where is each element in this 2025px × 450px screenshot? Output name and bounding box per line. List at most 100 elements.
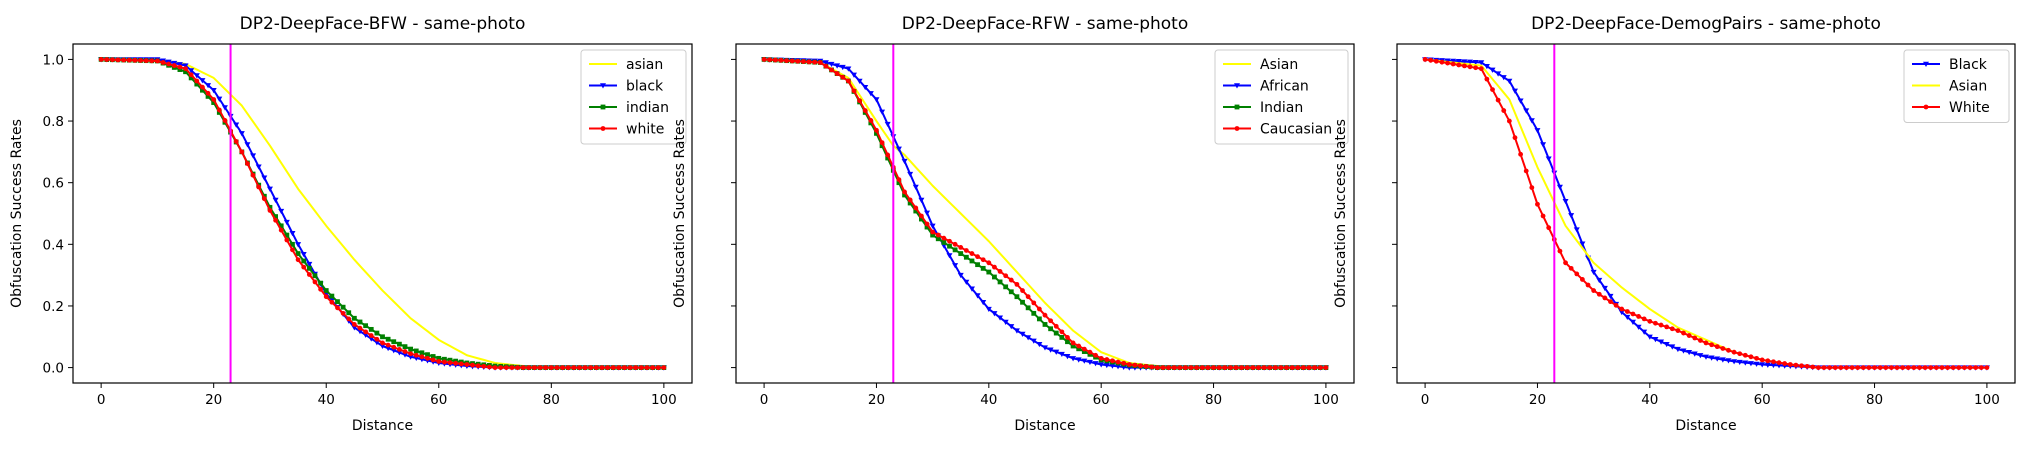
legend-marker bbox=[1923, 61, 1929, 67]
legend-marker bbox=[1234, 83, 1240, 89]
data-point bbox=[946, 253, 953, 259]
data-point bbox=[1030, 338, 1037, 344]
data-point bbox=[1984, 365, 1990, 370]
data-point bbox=[1697, 353, 1704, 359]
data-point bbox=[216, 107, 222, 113]
data-point bbox=[199, 78, 206, 84]
data-point bbox=[1765, 358, 1771, 364]
x-tick-label: 0 bbox=[97, 392, 106, 408]
data-point bbox=[267, 208, 273, 213]
data-point bbox=[290, 241, 295, 247]
data-point bbox=[194, 78, 200, 84]
data-point bbox=[1025, 335, 1032, 341]
legend-label: white bbox=[626, 122, 664, 138]
data-point bbox=[1579, 241, 1586, 247]
data-point bbox=[430, 354, 436, 359]
data-point bbox=[1306, 365, 1312, 370]
data-point bbox=[155, 58, 160, 64]
data-point bbox=[1042, 322, 1048, 327]
data-point bbox=[278, 223, 284, 229]
data-point bbox=[1501, 108, 1507, 113]
data-point bbox=[1680, 348, 1687, 354]
data-point bbox=[1166, 365, 1171, 370]
data-point bbox=[312, 279, 318, 285]
data-point bbox=[238, 131, 245, 137]
data-point bbox=[588, 365, 594, 370]
data-point bbox=[121, 57, 127, 63]
data-point bbox=[1629, 319, 1636, 325]
data-point bbox=[368, 326, 374, 332]
data-point bbox=[974, 293, 981, 299]
data-point bbox=[1545, 156, 1552, 162]
data-point bbox=[1295, 365, 1301, 370]
data-point bbox=[306, 265, 312, 271]
data-point bbox=[323, 294, 329, 300]
data-point bbox=[1697, 338, 1703, 343]
legend-marker bbox=[1234, 104, 1240, 110]
data-point bbox=[896, 177, 902, 183]
y-axis-label: Obfuscation Success Rates bbox=[9, 119, 25, 308]
data-point bbox=[856, 78, 863, 84]
y-axis-label: Obfuscation Success Rates bbox=[1333, 119, 1349, 308]
data-point bbox=[1036, 316, 1042, 322]
data-point bbox=[1535, 201, 1540, 207]
x-axis-label: Distance bbox=[1675, 418, 1736, 434]
data-point bbox=[952, 247, 958, 253]
data-point bbox=[817, 60, 823, 65]
data-point bbox=[1121, 360, 1127, 366]
series-asian bbox=[101, 58, 664, 369]
data-point bbox=[1939, 365, 1945, 370]
data-point bbox=[851, 88, 857, 94]
data-point bbox=[1014, 281, 1020, 287]
data-point bbox=[413, 352, 419, 358]
data-point bbox=[1725, 358, 1732, 364]
x-tick-label: 80 bbox=[1205, 392, 1222, 408]
data-point bbox=[1562, 198, 1569, 205]
data-point bbox=[1568, 213, 1575, 219]
data-point bbox=[610, 365, 616, 370]
data-point bbox=[1759, 362, 1766, 368]
data-point bbox=[1075, 357, 1082, 363]
data-point bbox=[1138, 363, 1143, 369]
data-point bbox=[941, 240, 947, 245]
data-point bbox=[1872, 365, 1877, 370]
axes-frame bbox=[735, 43, 1355, 384]
data-point bbox=[548, 365, 554, 370]
data-point bbox=[295, 257, 301, 263]
data-point bbox=[924, 224, 930, 230]
data-point bbox=[1002, 319, 1009, 325]
data-point bbox=[1681, 330, 1686, 336]
data-point bbox=[1478, 60, 1485, 66]
data-point bbox=[850, 72, 857, 78]
data-point bbox=[1669, 326, 1675, 332]
x-tick-label: 0 bbox=[1421, 392, 1430, 408]
data-point bbox=[1703, 354, 1709, 360]
data-point bbox=[997, 279, 1003, 285]
data-point bbox=[273, 217, 278, 223]
data-point bbox=[1483, 63, 1490, 70]
data-point bbox=[1093, 352, 1098, 358]
axes-frame bbox=[72, 43, 693, 384]
data-point bbox=[986, 269, 992, 275]
data-point bbox=[1064, 353, 1071, 360]
data-point bbox=[1472, 59, 1479, 66]
data-point bbox=[1053, 323, 1059, 329]
data-point bbox=[272, 197, 279, 203]
data-point bbox=[396, 347, 402, 352]
data-point bbox=[952, 263, 959, 269]
data-point bbox=[481, 363, 487, 369]
data-point bbox=[1031, 300, 1037, 306]
legend-box bbox=[1903, 49, 2010, 123]
data-point bbox=[166, 61, 172, 67]
data-point bbox=[126, 57, 132, 63]
data-point bbox=[1641, 329, 1648, 335]
data-point bbox=[1461, 59, 1468, 65]
data-point bbox=[772, 57, 778, 63]
data-point bbox=[1832, 365, 1838, 370]
data-point bbox=[1647, 318, 1653, 324]
data-point bbox=[947, 243, 952, 249]
data-point bbox=[992, 274, 997, 280]
data-point bbox=[839, 64, 846, 71]
data-point bbox=[1053, 349, 1060, 355]
data-point bbox=[233, 138, 239, 144]
